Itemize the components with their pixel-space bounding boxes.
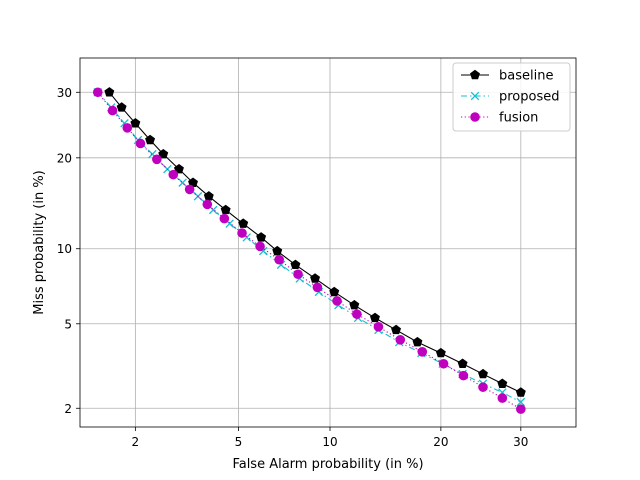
fusion-point xyxy=(293,269,303,280)
fusion-point xyxy=(352,309,362,319)
x-tick-label: 5 xyxy=(235,435,243,449)
baseline-point xyxy=(158,148,169,159)
fusion-point xyxy=(135,138,146,149)
fusion-point xyxy=(274,254,284,265)
legend-marker xyxy=(470,112,480,122)
fusion-point xyxy=(92,87,103,98)
baseline-point xyxy=(104,87,115,97)
baseline-point xyxy=(220,204,231,215)
fusion-point xyxy=(417,347,428,357)
fusion-point xyxy=(219,213,230,224)
plot-frame xyxy=(79,57,577,428)
y-tick-label: 10 xyxy=(57,242,72,256)
x-tick-label: 20 xyxy=(433,435,448,449)
fusion-point xyxy=(438,358,449,369)
fusion-point xyxy=(122,123,133,133)
y-axis-label: Miss probability (in %) xyxy=(32,170,47,314)
x-marker-stroke xyxy=(516,397,526,407)
series-fusion xyxy=(92,87,526,414)
fusion-point xyxy=(168,169,179,180)
fusion-point xyxy=(237,228,247,238)
baseline-point xyxy=(435,347,446,358)
x-marker-stroke xyxy=(208,205,218,215)
x-marker-stroke xyxy=(178,178,187,187)
x-marker-stroke xyxy=(120,119,129,128)
baseline-point xyxy=(116,102,127,112)
x-marker-stroke xyxy=(470,91,480,101)
series-layer xyxy=(92,87,526,414)
proposed-point xyxy=(516,397,526,407)
legend: baseline proposed fusion xyxy=(452,62,571,132)
fusion-point xyxy=(395,335,406,345)
baseline-point xyxy=(310,273,321,283)
legend-label: baseline xyxy=(499,69,553,84)
baseline-point xyxy=(174,163,184,174)
baseline-point xyxy=(349,299,360,310)
legend-marker xyxy=(470,91,480,101)
baseline-point xyxy=(478,368,488,379)
fusion-point xyxy=(255,241,265,252)
legend-label: proposed xyxy=(499,90,560,105)
fusion-point xyxy=(184,184,195,195)
series-baseline xyxy=(104,87,526,397)
baseline-point xyxy=(329,286,340,297)
baseline-point xyxy=(370,312,380,323)
proposed-point xyxy=(178,178,187,187)
fusion-point xyxy=(107,105,118,116)
fusion-point xyxy=(202,199,213,210)
x-marker-stroke xyxy=(242,233,252,242)
x-tick-label: 10 xyxy=(322,435,337,449)
baseline-point xyxy=(145,134,156,145)
legend-label: fusion xyxy=(499,111,538,126)
baseline-point xyxy=(290,259,301,270)
x-marker-stroke xyxy=(276,260,286,270)
baseline-point xyxy=(457,358,468,368)
legend-marker xyxy=(470,69,480,80)
x-marker-stroke xyxy=(148,149,157,159)
x-axis-label: False Alarm probability (in %) xyxy=(232,457,423,472)
y-tick-label: 2 xyxy=(64,402,72,416)
fusion-point xyxy=(478,382,488,392)
fusion-point xyxy=(152,154,162,165)
y-tick-label: 30 xyxy=(57,86,72,100)
baseline-point xyxy=(497,378,508,388)
baseline-point xyxy=(238,218,249,228)
legend-item-baseline: baseline xyxy=(461,69,553,84)
y-tick-label: 20 xyxy=(57,151,72,165)
baseline-point xyxy=(412,336,423,347)
x-tick-label: 2 xyxy=(132,435,140,449)
baseline-point xyxy=(272,245,283,256)
x-marker-stroke xyxy=(258,246,268,256)
legend-item-fusion: fusion xyxy=(461,111,538,126)
baseline-point xyxy=(515,387,526,397)
y-tick-label: 5 xyxy=(64,317,72,331)
baseline-point xyxy=(256,232,267,242)
legend-item-proposed: proposed xyxy=(461,90,560,105)
fusion-point xyxy=(312,282,323,293)
fusion-point xyxy=(458,370,469,381)
fusion-point xyxy=(332,296,342,306)
fusion-point xyxy=(516,404,526,414)
fusion-point xyxy=(373,322,384,332)
baseline-point xyxy=(391,324,402,335)
axis-ticks: 2 5 10 20 30 2 5 10 20 30 xyxy=(57,86,529,449)
x-marker-stroke xyxy=(225,219,234,228)
baseline-point xyxy=(130,118,141,128)
legend-box xyxy=(452,62,571,132)
fusion-point xyxy=(497,393,508,403)
x-tick-label: 30 xyxy=(513,435,528,449)
